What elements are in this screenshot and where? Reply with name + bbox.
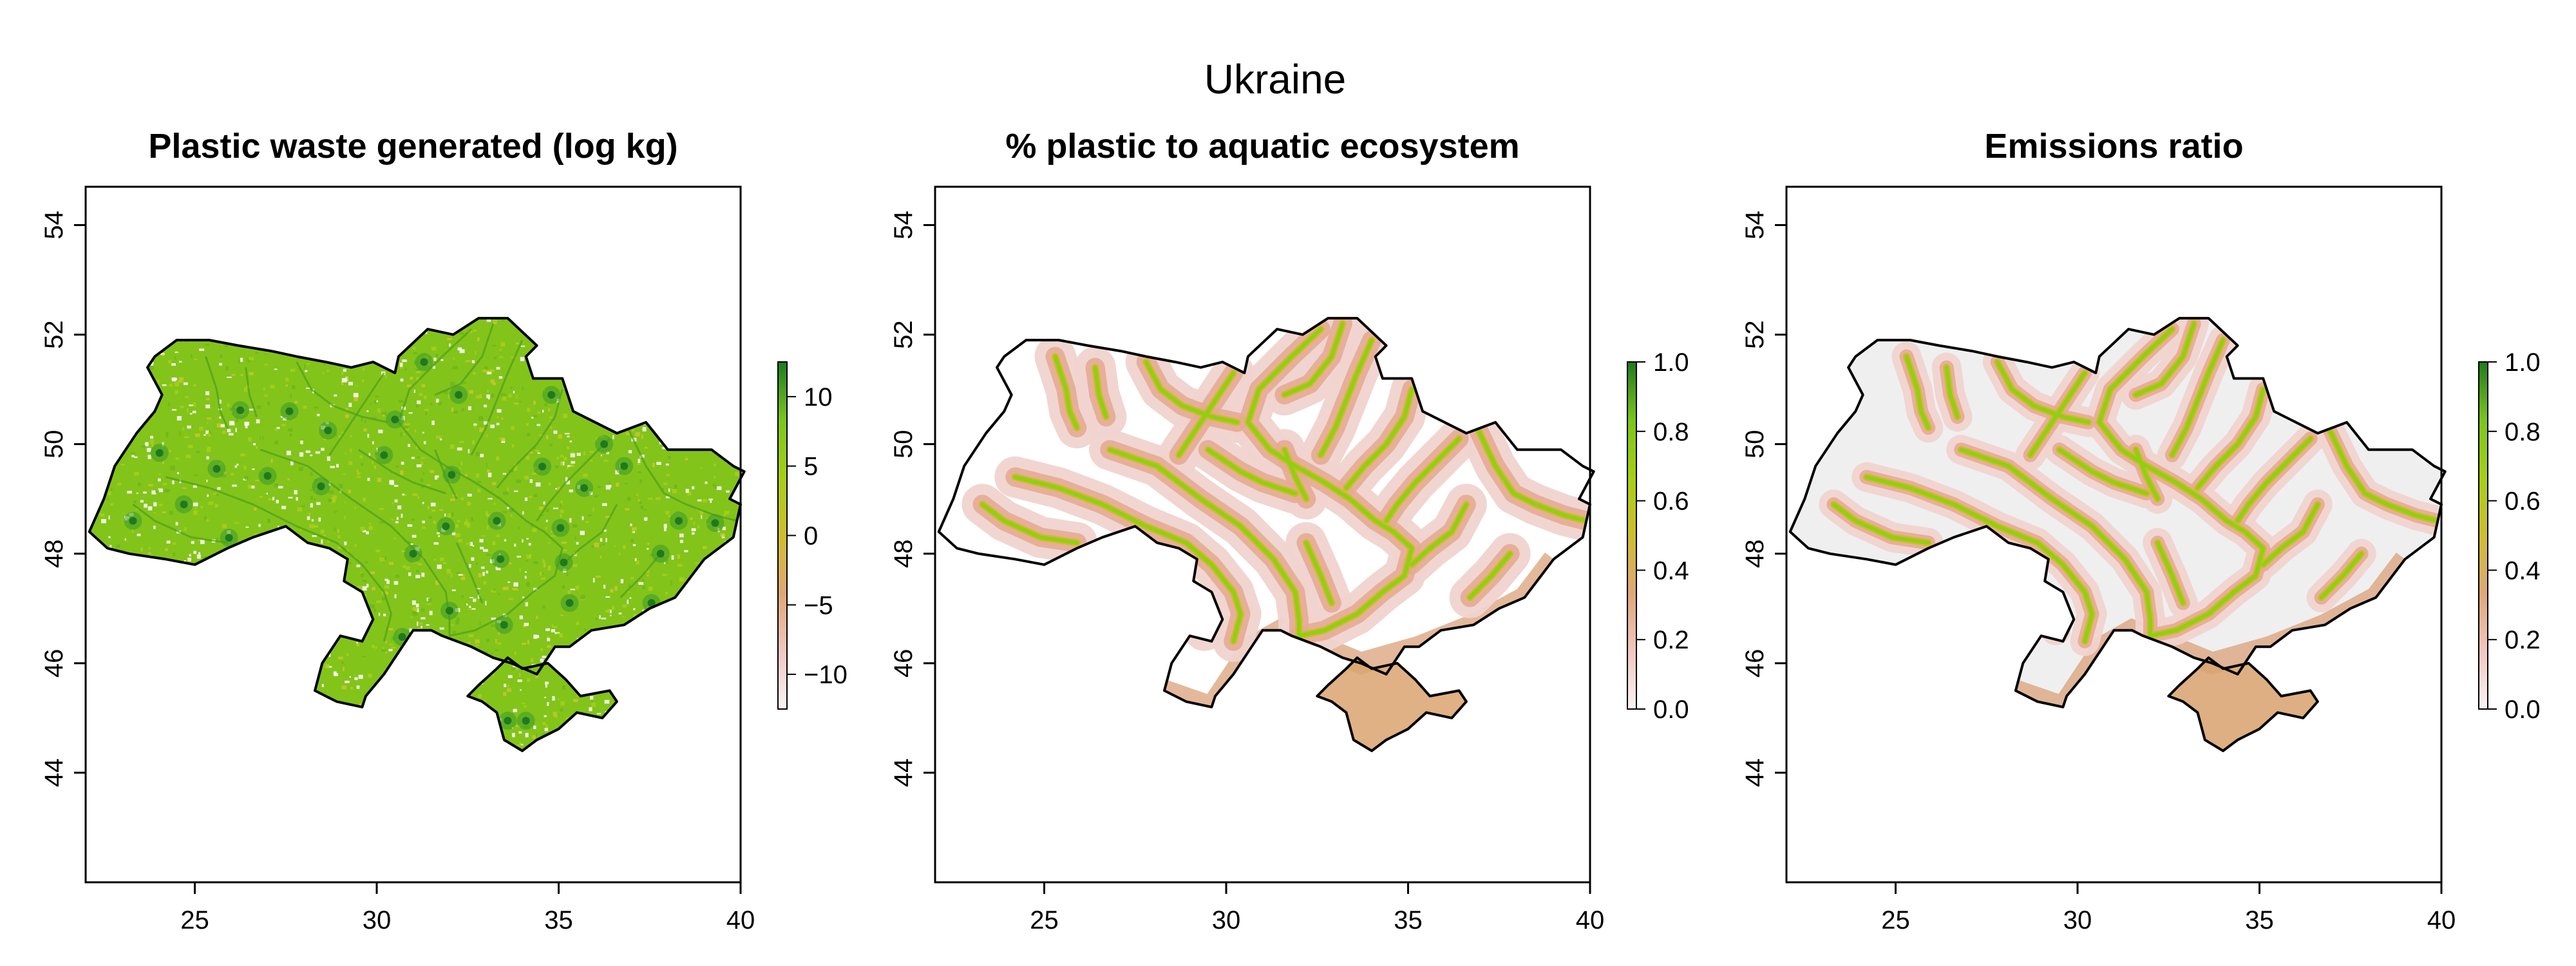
legend-tick-label: −10 xyxy=(804,661,848,689)
legend-tick-label: 10 xyxy=(804,383,833,412)
legend-tick-label: 0.4 xyxy=(1653,556,1689,585)
x-tick-label: 35 xyxy=(2245,906,2274,934)
legend-tick-label: 0.0 xyxy=(2505,696,2541,724)
x-tick-label: 25 xyxy=(180,906,209,934)
color-bar xyxy=(2478,361,2488,710)
x-tick-label: 25 xyxy=(1881,906,1910,934)
raster-layer xyxy=(1790,318,2445,751)
y-tick-label: 44 xyxy=(40,759,68,788)
y-tick-label: 54 xyxy=(40,211,68,240)
y-tick-label: 48 xyxy=(889,540,918,569)
legend-tick-label: 5 xyxy=(804,453,818,481)
legend-tick-label: 0.2 xyxy=(2505,626,2541,654)
legend-tick-label: 0.6 xyxy=(2505,488,2541,516)
color-legend-3: 0.0 0.2 0.4 0.6 0.8 1.0 xyxy=(2478,348,2541,724)
country-outline xyxy=(88,317,746,708)
x-tick-label: 40 xyxy=(2427,906,2456,934)
legend-tick-label: −5 xyxy=(804,591,833,620)
map-panel-2: % plastic to aquatic ecosystem 25 30 35 40 44… xyxy=(889,127,1689,934)
legend-tick-label: 0.0 xyxy=(1653,696,1689,724)
raster-layer xyxy=(938,318,1594,751)
x-tick-label: 40 xyxy=(1576,906,1605,934)
legend-tick-label: 1.0 xyxy=(2505,348,2541,377)
legend-tick-label: 0.4 xyxy=(2505,556,2541,585)
legend-tick-label: 1.0 xyxy=(1653,348,1689,377)
legend-tick-label: 0 xyxy=(804,522,818,551)
legend-tick-label: 0.6 xyxy=(1653,488,1689,516)
plot-frame xyxy=(84,185,742,884)
crimea-outline xyxy=(1316,656,1468,752)
color-legend-2: 0.0 0.2 0.4 0.6 0.8 1.0 xyxy=(1627,348,1689,724)
crimea-outline xyxy=(466,656,618,752)
y-tick-label: 46 xyxy=(40,649,68,678)
y-tick-label: 52 xyxy=(1741,320,1769,349)
coastline-detail xyxy=(511,646,556,676)
legend-tick-label: 0.8 xyxy=(2505,418,2541,446)
y-tick-label: 54 xyxy=(1741,211,1769,240)
y-tick-label: 52 xyxy=(889,320,918,349)
coastline-detail xyxy=(1360,646,1406,676)
x-tick-label: 30 xyxy=(1212,906,1241,934)
panel-title-3: Emissions ratio xyxy=(1984,127,2243,166)
legend-tick-label: 0.8 xyxy=(1653,418,1689,446)
y-tick-label: 50 xyxy=(1741,430,1769,459)
panel-title-1: Plastic waste generated (log kg) xyxy=(148,127,677,166)
country-outline xyxy=(1788,317,2447,708)
map-panel-1: Plastic waste generated (log kg) 25 30 35 40… xyxy=(40,127,848,934)
y-tick-label: 54 xyxy=(889,211,918,240)
figure-title: Ukraine xyxy=(1204,56,1347,102)
x-tick-label: 25 xyxy=(1030,906,1059,934)
y-tick-label: 48 xyxy=(40,540,68,569)
x-tick-label: 30 xyxy=(363,906,392,934)
y-tick-label: 48 xyxy=(1741,540,1769,569)
plot-frame xyxy=(934,185,1591,884)
color-legend-1: −10 −5 0 5 10 xyxy=(777,361,848,710)
panel-title-2: % plastic to aquatic ecosystem xyxy=(1005,127,1519,166)
y-tick-label: 44 xyxy=(889,759,918,788)
y-tick-label: 44 xyxy=(1741,759,1769,788)
y-tick-label: 50 xyxy=(889,430,918,459)
y-tick-label: 52 xyxy=(40,320,68,349)
x-tick-label: 35 xyxy=(1394,906,1423,934)
plot-frame xyxy=(1785,185,2443,884)
y-tick-label: 46 xyxy=(1741,649,1769,678)
color-bar xyxy=(1627,361,1637,710)
x-tick-label: 35 xyxy=(544,906,573,934)
coastline-detail xyxy=(2211,646,2257,676)
raster-layer xyxy=(89,318,744,751)
country-outline xyxy=(937,317,1595,708)
color-bar xyxy=(777,361,788,710)
legend-tick-label: 0.2 xyxy=(1653,626,1689,654)
crimea-outline xyxy=(2167,656,2319,752)
x-tick-label: 30 xyxy=(2063,906,2092,934)
y-tick-label: 50 xyxy=(40,430,68,459)
x-tick-label: 40 xyxy=(726,906,755,934)
y-tick-label: 46 xyxy=(889,649,918,678)
